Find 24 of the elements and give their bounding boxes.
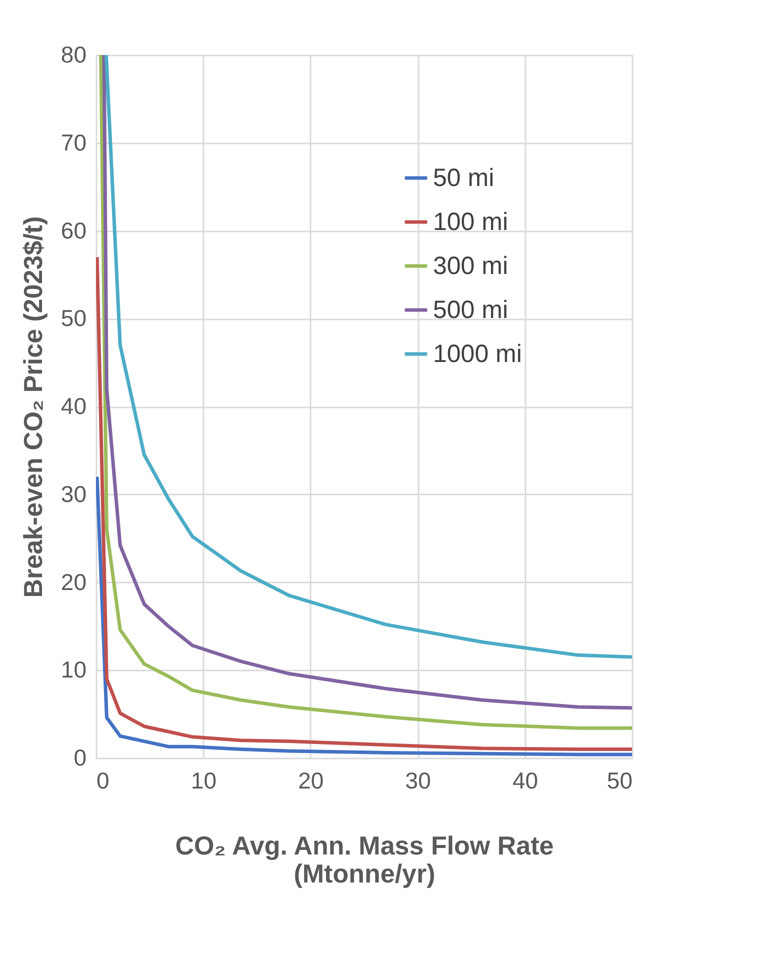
- y-tick-label: 20: [60, 568, 86, 595]
- y-tick-label: 0: [74, 744, 86, 770]
- y-tick-label: 40: [60, 393, 86, 419]
- x-axis-title: CO₂ Avg. Ann. Mass Flow Rate (Mtonne/yr): [175, 830, 554, 888]
- x-tick-label: 40: [512, 768, 538, 794]
- legend-label: 1000 mi: [433, 340, 522, 368]
- legend-label: 100 mi: [433, 208, 508, 236]
- x-tick-label: 50: [606, 768, 632, 794]
- y-axis-title: Break-even CO₂ Price (2023$/t): [18, 216, 48, 598]
- x-tick-label: 0: [96, 768, 110, 794]
- line-series: [96, 475, 632, 756]
- legend-label: 50 mi: [433, 164, 494, 192]
- line-series: [96, 255, 632, 751]
- x-tick-label: 20: [298, 768, 324, 794]
- y-tick-label: 10: [60, 656, 86, 683]
- x-tick-label: 30: [405, 768, 431, 794]
- y-tick-label: 50: [60, 305, 86, 332]
- x-tick-label: 10: [190, 768, 216, 794]
- legend-label: 500 mi: [433, 296, 508, 324]
- y-tick-label: 80: [60, 42, 86, 68]
- legend-label: 300 mi: [433, 252, 508, 280]
- y-tick-label: 30: [60, 480, 86, 507]
- y-tick-label: 70: [60, 129, 86, 156]
- y-tick-label: 60: [60, 217, 86, 244]
